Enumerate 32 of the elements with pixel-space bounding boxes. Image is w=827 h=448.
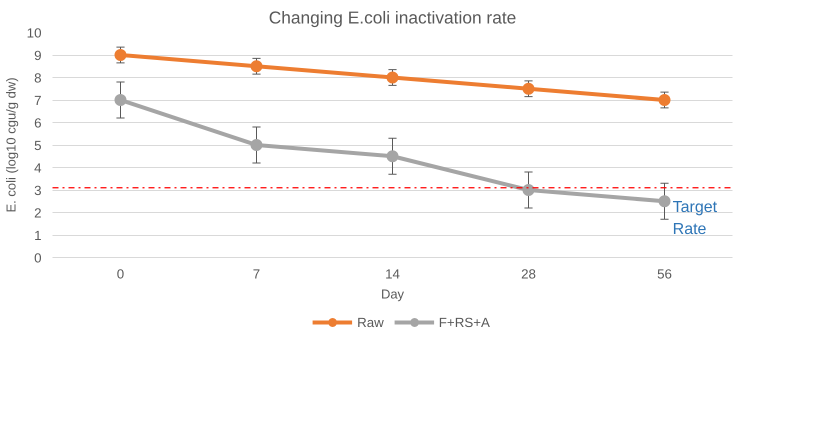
x-tick-label: 56 [657,266,672,282]
point [386,150,398,162]
x-tick-label: 7 [252,266,260,282]
chart-title: Changing E.coli inactivation rate [268,8,516,28]
legend-label: F+RS+A [438,314,490,330]
point [522,184,534,196]
y-tick-label: 0 [34,250,42,266]
x-tick-label: 0 [116,266,124,282]
y-tick-label: 4 [34,160,42,176]
y-tick-label: 8 [34,70,42,86]
y-tick-label: 1 [34,228,42,243]
y-tick-label: 3 [34,183,42,198]
point [114,94,126,106]
y-tick-label: 5 [34,138,42,153]
y-tick-label: 10 [26,26,42,40]
y-tick-label: 9 [34,48,42,63]
ref-line-label: Target Rate [672,199,718,238]
point [658,195,670,208]
x-axis-title: Day [380,286,405,302]
y-tick-label: 7 [34,93,42,108]
y-tick-label: 6 [34,116,42,130]
point [658,94,670,106]
x-tick-label: 14 [385,266,400,282]
point [114,49,126,61]
y-tick-label: 2 [34,206,42,220]
point [522,82,534,95]
point [250,139,262,151]
legend-label: Raw [357,314,384,330]
point [250,60,262,72]
y-axis-title: E. coli (log10 cgu/g dw) [4,77,19,213]
point [386,72,398,84]
x-tick-label: 28 [521,266,536,282]
